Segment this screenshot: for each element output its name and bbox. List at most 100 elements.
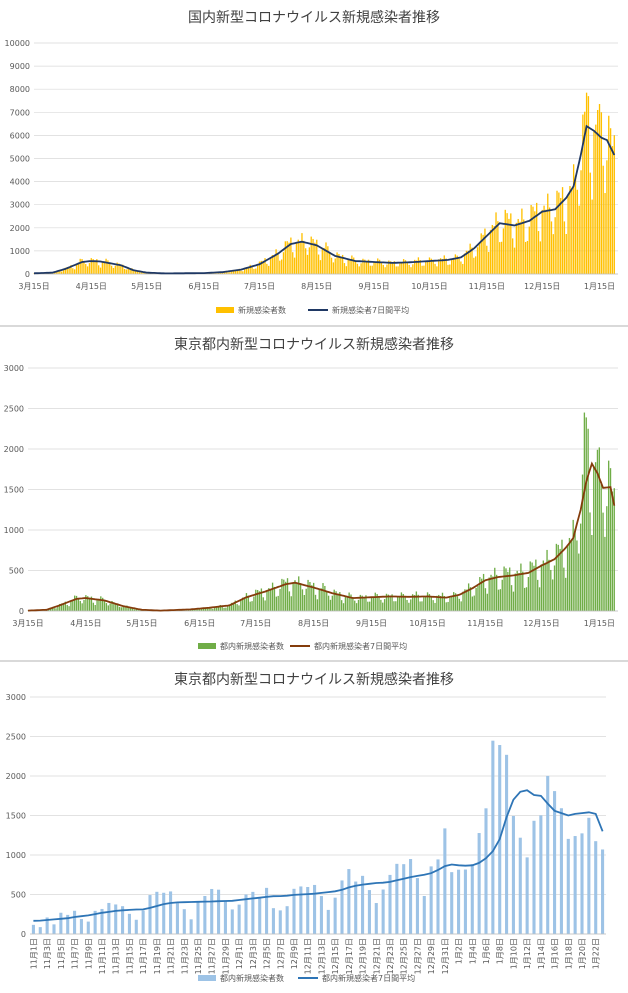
- x-tick-label: 1月6日: [482, 938, 491, 964]
- bar: [447, 601, 449, 611]
- bar: [314, 594, 317, 611]
- bar: [81, 259, 83, 274]
- chart-title: 東京都内新型コロナウイルス新規感染者推移: [174, 336, 454, 353]
- bar: [354, 260, 357, 274]
- bar: [77, 598, 80, 611]
- bar: [512, 591, 515, 611]
- x-tick-label: 1月15日: [584, 282, 615, 291]
- bar: [395, 863, 399, 934]
- bar: [362, 258, 364, 274]
- y-tick-label: 2000: [4, 445, 24, 454]
- bar: [443, 828, 447, 934]
- bar: [225, 607, 227, 611]
- bar: [426, 261, 429, 274]
- bar: [264, 600, 266, 611]
- bar: [361, 875, 365, 934]
- bar: [216, 273, 218, 274]
- bar: [281, 578, 283, 611]
- bar: [268, 588, 270, 611]
- x-tick-label: 1月14日: [537, 938, 546, 969]
- bar: [417, 594, 419, 611]
- bar: [593, 467, 595, 611]
- bar: [522, 571, 524, 611]
- bar: [319, 260, 322, 274]
- chart-tokyo-long-svg: 東京都内新型コロナウイルス新規感染者推移 0 500 1000 1500 2000 2500…: [4, 336, 618, 651]
- x-tick-label: 11月15日: [125, 938, 134, 974]
- bar: [526, 240, 529, 274]
- bar: [503, 566, 505, 611]
- bar: [79, 258, 81, 274]
- bar: [120, 264, 122, 274]
- bar: [406, 262, 408, 274]
- x-tick-label: 1月12日: [523, 938, 532, 969]
- bar: [364, 259, 366, 274]
- bar: [228, 605, 231, 611]
- bar: [253, 596, 255, 611]
- bar: [541, 209, 543, 274]
- bar: [288, 242, 290, 274]
- y-tick-label: 500: [9, 567, 24, 576]
- bar: [354, 881, 358, 934]
- x-tick-label: 12月11日: [304, 938, 313, 974]
- bar: [469, 243, 471, 274]
- bar: [441, 592, 444, 611]
- bar: [505, 568, 507, 611]
- bar: [411, 594, 414, 611]
- bar: [277, 595, 279, 611]
- legend-bar-swatch: [198, 643, 216, 649]
- x-tick-label: 7月15日: [240, 619, 271, 628]
- x-tick-label: 6月15日: [184, 619, 215, 628]
- y-tick-label: 5000: [10, 155, 30, 164]
- bar: [395, 266, 397, 274]
- legend-bar-swatch: [198, 975, 216, 981]
- bar: [103, 261, 105, 274]
- bar: [550, 221, 553, 274]
- bar: [249, 601, 251, 611]
- bar: [85, 595, 87, 611]
- bar: [122, 606, 124, 611]
- bar: [467, 250, 469, 274]
- bar: [367, 601, 369, 611]
- x-tick-label: 12月15日: [331, 938, 340, 974]
- bar: [128, 606, 130, 611]
- bar: [324, 585, 326, 611]
- bar: [45, 917, 49, 934]
- bar: [510, 585, 513, 611]
- bar: [66, 604, 68, 611]
- x-tick-label: 12月23日: [386, 938, 395, 974]
- bar: [388, 874, 392, 934]
- bar: [350, 594, 352, 611]
- bar: [524, 241, 527, 274]
- bar: [282, 252, 285, 274]
- bar: [527, 577, 530, 611]
- bar: [491, 224, 493, 274]
- bar: [206, 607, 208, 611]
- bar: [107, 902, 111, 934]
- bar: [390, 261, 392, 274]
- bar: [539, 241, 542, 274]
- x-tick-label: 12月25日: [400, 938, 409, 974]
- bar: [343, 263, 346, 274]
- bar: [53, 272, 55, 274]
- bar: [345, 266, 347, 274]
- bar: [430, 258, 433, 274]
- bar: [611, 146, 614, 274]
- bar: [141, 910, 145, 934]
- bar: [295, 242, 298, 274]
- bar: [175, 903, 179, 934]
- bar: [258, 898, 262, 934]
- bar: [121, 906, 125, 934]
- bar: [597, 109, 599, 275]
- bar: [334, 258, 336, 274]
- bar: [138, 272, 141, 274]
- bar: [57, 270, 59, 274]
- bar: [214, 606, 216, 611]
- bar: [487, 251, 490, 274]
- bar: [94, 260, 96, 274]
- bar: [88, 597, 91, 611]
- bar: [53, 607, 55, 611]
- x-tick-label: 1月18日: [564, 938, 573, 969]
- bar: [409, 859, 413, 934]
- bar: [293, 257, 296, 274]
- bar: [266, 590, 268, 611]
